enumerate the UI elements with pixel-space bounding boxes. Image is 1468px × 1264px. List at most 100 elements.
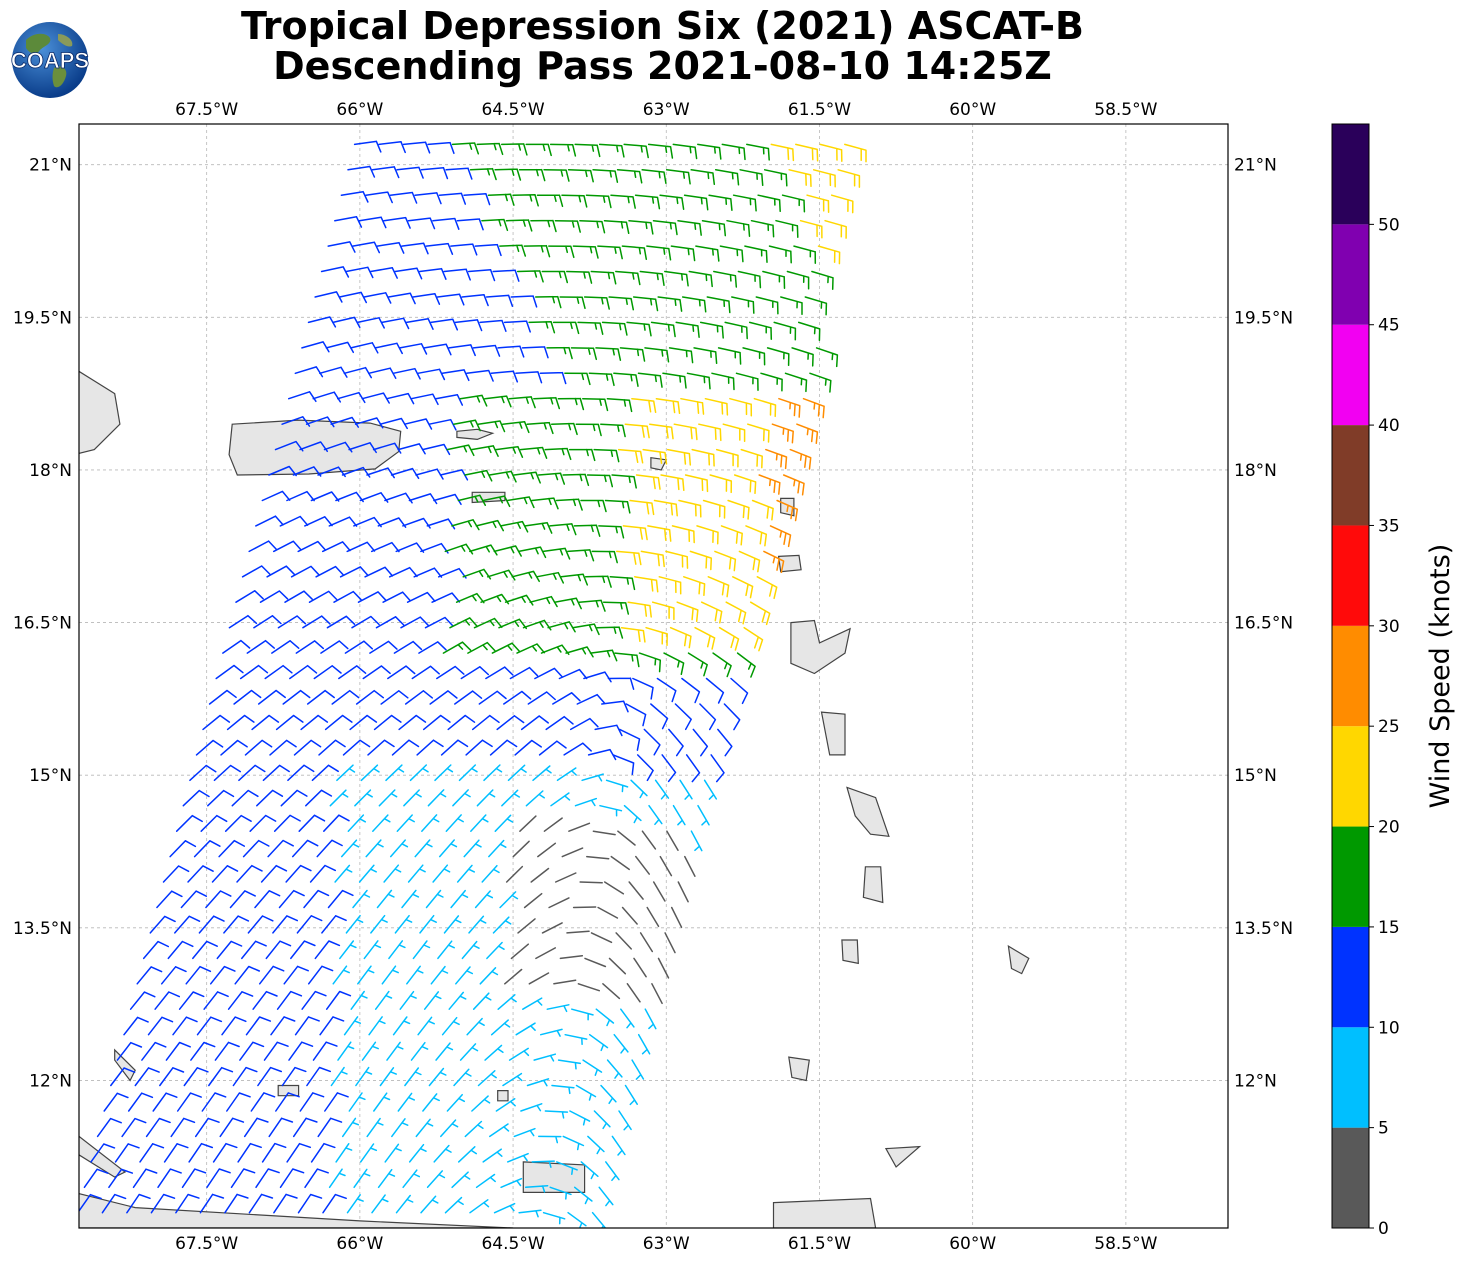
wind-barb <box>804 296 828 316</box>
wind-barb <box>307 965 334 985</box>
wind-barb <box>330 416 360 428</box>
wind-barb <box>426 518 456 530</box>
wind-barb <box>620 1008 635 1029</box>
colorbar-tick-label: 25 <box>1378 717 1400 737</box>
wind-barb <box>762 270 786 289</box>
wind-barb <box>452 419 481 432</box>
wind-barb <box>101 1193 127 1214</box>
colorbar-tick-label: 50 <box>1378 215 1400 235</box>
wind-barb <box>406 591 436 603</box>
wind-barb <box>207 789 235 807</box>
wind-barb <box>706 296 731 314</box>
wind-barb <box>541 270 569 284</box>
wind-barb <box>596 626 624 639</box>
wind-barb <box>837 169 861 188</box>
wind-barb <box>150 1193 176 1214</box>
wind-barb <box>330 1066 348 1087</box>
wind-barb <box>377 1168 396 1189</box>
wind-barb <box>196 1016 223 1036</box>
wind-barb <box>528 972 550 985</box>
wind-barb <box>270 1016 296 1036</box>
colorbar-tick-label: 20 <box>1378 818 1400 838</box>
wind-barb <box>603 219 630 235</box>
wind-barb <box>679 779 693 800</box>
wind-barb <box>467 269 496 282</box>
wind-barb <box>519 446 548 459</box>
wind-barb <box>208 689 237 705</box>
wind-barb <box>581 773 604 782</box>
wind-barb <box>248 1193 274 1214</box>
wind-barb <box>690 830 703 852</box>
wind-barb <box>552 321 580 335</box>
wind-barb <box>333 590 362 603</box>
wind-barb <box>276 990 303 1010</box>
wind-barb <box>523 244 551 258</box>
wind-barb <box>451 519 480 531</box>
wind-barb <box>520 715 549 731</box>
wind-barb <box>591 1211 607 1228</box>
wind-barb <box>729 397 753 417</box>
wind-barb <box>420 167 449 180</box>
wind-barb <box>303 889 330 909</box>
wind-barb <box>387 665 416 680</box>
wind-barb <box>291 839 319 858</box>
wind-barb <box>430 318 459 331</box>
wind-barb <box>319 1016 345 1036</box>
wind-barb <box>745 525 768 547</box>
wind-barb <box>352 241 381 254</box>
wind-barb <box>451 142 480 155</box>
wind-barb <box>537 472 566 485</box>
wind-barb <box>489 739 518 756</box>
island-martinique <box>846 786 890 838</box>
island-puerto-rico <box>228 419 402 476</box>
wind-barb <box>705 677 725 704</box>
wind-barb <box>352 889 371 909</box>
wind-barb <box>577 983 601 992</box>
wind-barb <box>618 1110 632 1131</box>
wind-barb <box>436 665 465 680</box>
wind-barb <box>719 245 744 263</box>
wind-barb <box>461 294 489 307</box>
wind-barb <box>79 1193 102 1213</box>
wind-barb <box>343 1016 362 1036</box>
island-venezuela-coast <box>79 1193 514 1228</box>
wind-barb <box>438 839 458 858</box>
wind-barb <box>264 664 293 680</box>
colorbar-bin <box>1332 525 1369 626</box>
wind-barb <box>456 218 484 231</box>
wind-barb <box>811 270 834 290</box>
wind-barb <box>251 714 280 731</box>
wind-barb <box>724 321 748 340</box>
wind-barb <box>360 764 380 782</box>
wind-barb <box>236 864 263 883</box>
wind-barb <box>402 141 431 154</box>
wind-barb <box>238 764 266 782</box>
wind-barb <box>618 728 641 751</box>
wind-barb <box>495 445 524 458</box>
wind-barb <box>644 347 670 363</box>
wind-barb <box>625 703 647 727</box>
wind-barb <box>382 591 412 603</box>
island-guadeloupe <box>790 619 851 675</box>
wind-barb <box>506 496 535 509</box>
logo-text: COAPS <box>11 48 89 73</box>
wind-barb <box>536 194 564 208</box>
wind-barb <box>747 423 770 443</box>
wind-barb <box>575 1084 597 1101</box>
wind-barb <box>573 1186 593 1205</box>
wind-barb <box>444 543 474 555</box>
wind-barb <box>574 797 598 807</box>
wind-barb <box>508 1047 530 1061</box>
island-aruba-curacao <box>79 1135 127 1178</box>
wind-barb <box>795 143 819 162</box>
wind-barb <box>528 321 556 334</box>
wind-barb <box>266 565 296 578</box>
wind-barb <box>592 169 619 183</box>
wind-barb <box>704 397 729 416</box>
wind-barb <box>429 690 458 705</box>
wind-barb <box>375 616 405 629</box>
wind-barb <box>583 671 612 683</box>
wind-barb <box>605 1161 620 1182</box>
wind-barb <box>775 219 799 238</box>
wind-barb <box>170 1117 196 1138</box>
